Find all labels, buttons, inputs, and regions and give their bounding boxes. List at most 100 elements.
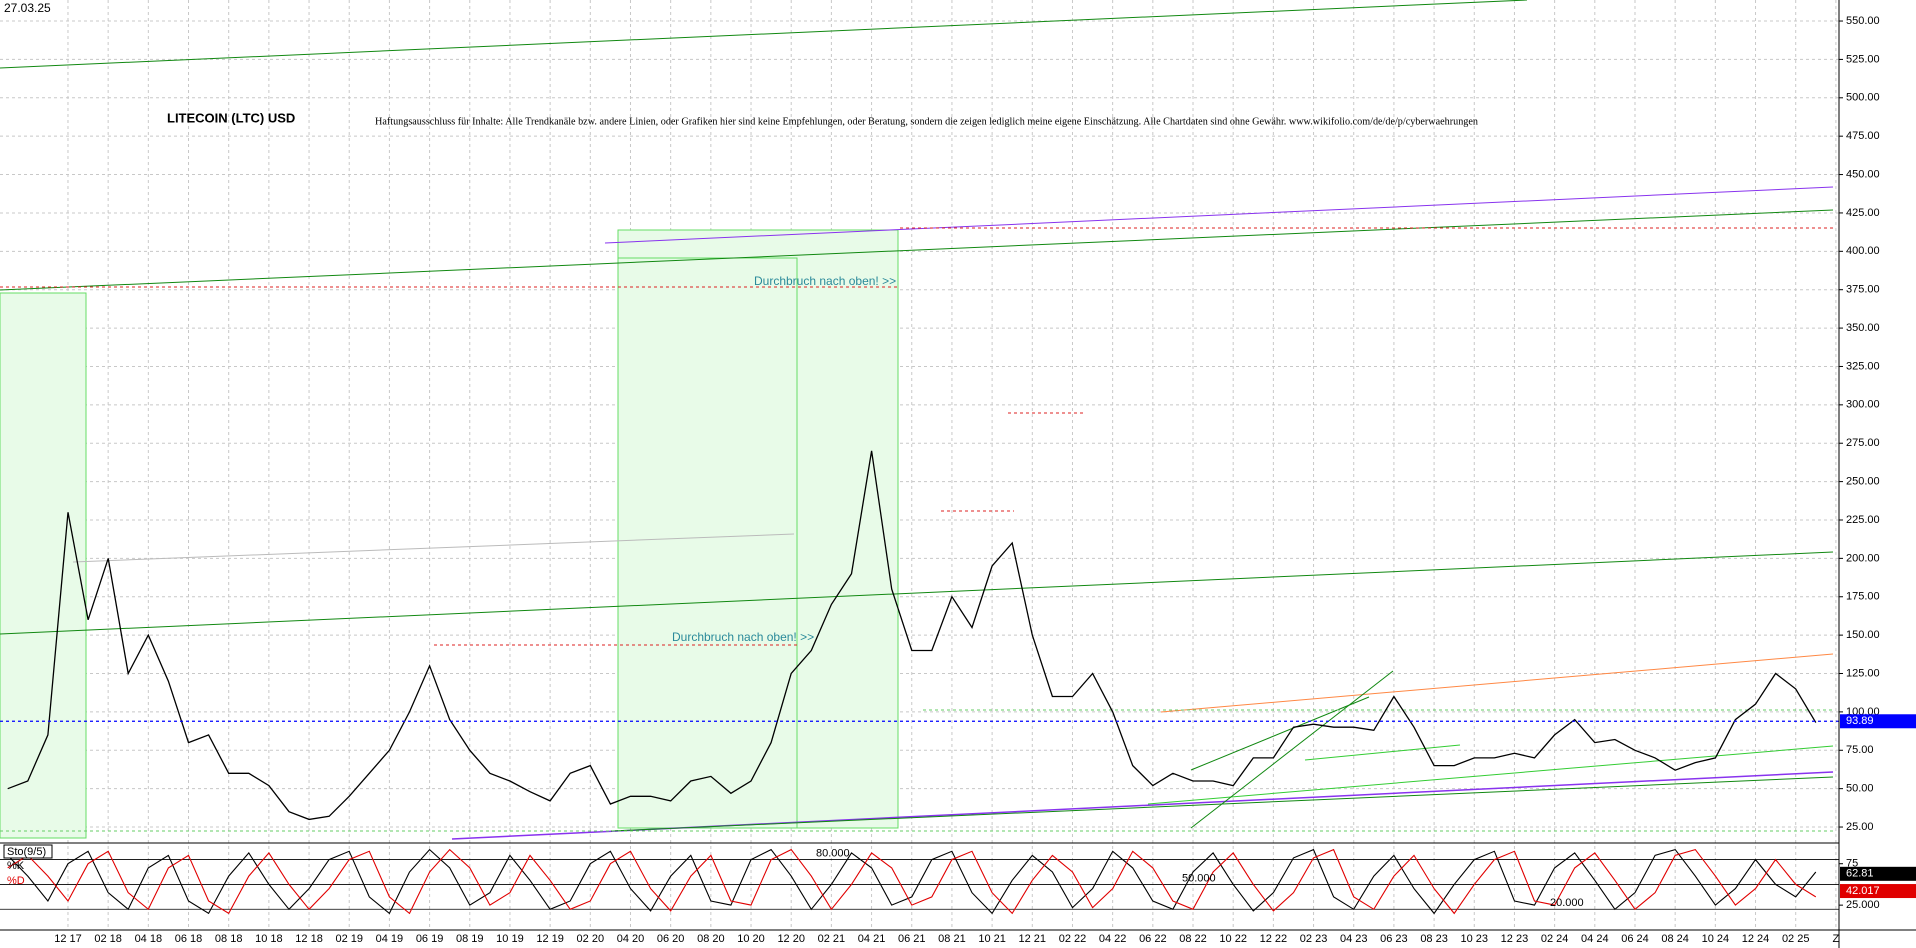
x-tick-label: 02 22: [1059, 933, 1087, 945]
x-tick-label: 04 18: [135, 933, 163, 945]
trend-line: [0, 0, 1528, 69]
x-tick-label: 10 24: [1702, 933, 1730, 945]
level-label: 80.000: [816, 847, 850, 859]
trend-line: [1190, 670, 1394, 829]
x-tick-label: 12 22: [1260, 933, 1288, 945]
value-box: [1840, 884, 1916, 899]
y-tick-label: 425.00: [1846, 207, 1880, 219]
level-label: 50.000: [1182, 872, 1216, 884]
stochastic-line: [7, 848, 1817, 915]
x-tick-label: 06 19: [416, 933, 444, 945]
y-tick-label: 150.00: [1846, 629, 1880, 641]
y-tick-label: 550.00: [1846, 15, 1880, 27]
y-tick-label: 475.00: [1846, 130, 1880, 142]
x-tick-label: 08 20: [697, 933, 725, 945]
zone-box: [617, 257, 798, 829]
x-tick-label: 02 20: [577, 933, 605, 945]
trend-line: [604, 186, 1834, 244]
x-tick-label: 08 22: [1179, 933, 1207, 945]
y-tick-label: 50.00: [1846, 783, 1874, 795]
x-tick-label: 04 19: [376, 933, 404, 945]
annotation: Durchbruch nach oben! >>: [672, 630, 814, 644]
y-tick-label: 500.00: [1846, 92, 1880, 104]
x-tick-label: 12 17: [54, 933, 82, 945]
price-line: [7, 450, 1817, 821]
y-tick-label: 325.00: [1846, 360, 1880, 372]
y-tick-label: 450.00: [1846, 168, 1880, 180]
plot: [0, 450, 1839, 915]
y-tick-label: 350.00: [1846, 322, 1880, 334]
trend-line: [0, 551, 1834, 635]
x-tick-label: 10 21: [978, 933, 1006, 945]
x-tick-label: 08 19: [456, 933, 484, 945]
trend-line: [1190, 696, 1370, 771]
value-box: [1840, 866, 1916, 881]
x-tick-label: 08 21: [938, 933, 966, 945]
x-tick-label: 04 24: [1581, 933, 1609, 945]
x-tick-label: 04 21: [858, 933, 886, 945]
x-tick-label: 08 23: [1420, 933, 1448, 945]
legend-entry: %D: [7, 875, 25, 887]
chart-title: LITECOIN (LTC) USD: [167, 110, 295, 125]
x-tick-label: 06 20: [657, 933, 685, 945]
trend-line: [1160, 653, 1834, 713]
y-tick-label: 25.000: [1846, 899, 1880, 911]
y-tick-label: 125.00: [1846, 667, 1880, 679]
x-tick-label: 06 22: [1139, 933, 1167, 945]
indicator-box: [3, 844, 53, 859]
y-tick-label: 175.00: [1846, 591, 1880, 603]
trend-line: [0, 209, 1834, 291]
x-tick-label: 02 25: [1782, 933, 1810, 945]
zone-box: [617, 229, 899, 829]
x-tick-label: 10 20: [737, 933, 765, 945]
x-tick-label: 12 18: [295, 933, 323, 945]
y-tick-label: 375.00: [1846, 284, 1880, 296]
zone-box: [0, 292, 87, 839]
y-tick-label: 75.00: [1846, 744, 1874, 756]
x-tick-label: 02 24: [1541, 933, 1569, 945]
x-tick-label: 06 23: [1380, 933, 1408, 945]
x-tick-label: Z: [1833, 933, 1840, 945]
y-tick-label: 275.00: [1846, 437, 1880, 449]
trend-line: [1304, 744, 1461, 761]
y-tick-label: 525.00: [1846, 53, 1880, 65]
x-tick-label: 10 22: [1219, 933, 1247, 945]
legend-entry: %K: [7, 860, 25, 872]
y-tick-label: 225.00: [1846, 514, 1880, 526]
grid: [0, 0, 1839, 930]
value-label: 62.81: [1846, 868, 1874, 880]
y-tick-label: 400.00: [1846, 245, 1880, 257]
trend-line: [72, 533, 795, 563]
x-tick-label: 10 23: [1461, 933, 1489, 945]
x-tick-label: 02 18: [94, 933, 122, 945]
y-tick-label: 200.00: [1846, 552, 1880, 564]
trend-lines: [0, 0, 1834, 840]
x-tick-label: 06 21: [898, 933, 926, 945]
y-tick-label: 75: [1846, 858, 1858, 870]
x-tick-label: 10 18: [255, 933, 283, 945]
y-tick-label: 300.00: [1846, 399, 1880, 411]
y-tick-label: 25.00: [1846, 821, 1874, 833]
value-label: 42.017: [1846, 885, 1880, 897]
x-tick-label: 12 24: [1742, 933, 1770, 945]
x-tick-label: 06 18: [175, 933, 203, 945]
x-tick-label: 12 23: [1501, 933, 1529, 945]
x-tick-label: 10 19: [496, 933, 524, 945]
x-tick-label: 04 23: [1340, 933, 1368, 945]
date: 27.03.25: [4, 1, 51, 15]
x-tick-label: 06 24: [1621, 933, 1649, 945]
stochastic-line: [7, 848, 1817, 915]
x-tick-label: 02 19: [335, 933, 363, 945]
x-tick-label: 02 23: [1300, 933, 1328, 945]
y-tick-label: 250.00: [1846, 476, 1880, 488]
x-tick-label: 08 24: [1661, 933, 1689, 945]
level-label: 20.000: [1550, 897, 1584, 909]
x-tick-label: 12 20: [777, 933, 805, 945]
disclaimer: Haftungsausschluss für Inhalte: Alle Tre…: [375, 116, 1478, 127]
x-tick-label: 08 18: [215, 933, 243, 945]
x-tick-label: 04 22: [1099, 933, 1127, 945]
x-tick-label: 04 20: [617, 933, 645, 945]
price-label: 93.89: [1846, 715, 1874, 727]
